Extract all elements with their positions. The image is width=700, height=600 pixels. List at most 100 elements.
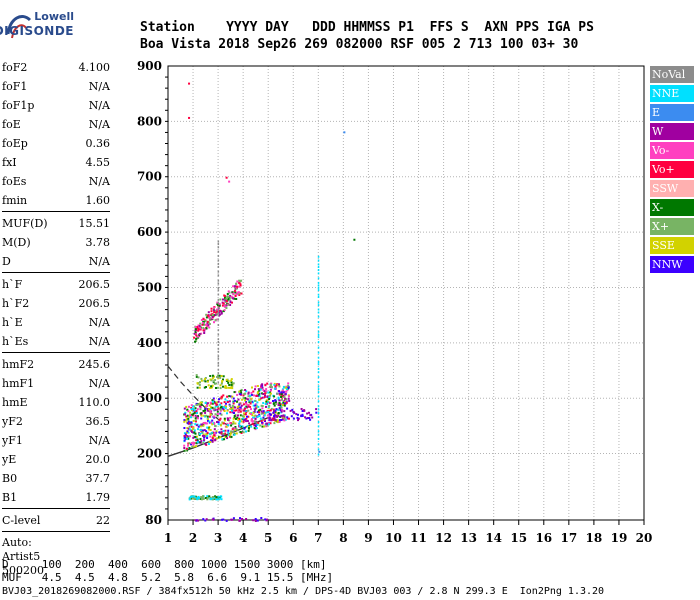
y-tick-label: 900 (137, 59, 162, 73)
echo-point (222, 408, 225, 411)
echo-point (211, 377, 214, 380)
echo-point (192, 441, 195, 444)
echo-point (297, 417, 300, 420)
echo-point (273, 387, 276, 390)
echo-point (309, 418, 312, 421)
echo-point (196, 382, 199, 385)
footer-muf-row: MUF 4.5 4.5 4.8 5.2 5.8 6.6 9.1 15.5 [MH… (2, 571, 334, 584)
x-tick-label: 19 (611, 531, 628, 545)
echo-point (195, 410, 198, 413)
echo-point (227, 418, 229, 421)
echo-point (283, 410, 286, 413)
echo-point (264, 392, 266, 395)
echo-point (254, 518, 257, 520)
echo-point (183, 436, 186, 439)
echo-point (260, 517, 263, 519)
echo-point (231, 409, 233, 412)
echo-point (300, 408, 303, 410)
echo-point (227, 381, 230, 384)
echo-point (244, 410, 247, 413)
echo-point (282, 416, 285, 419)
echo-point (259, 424, 262, 427)
echo-point (200, 440, 203, 443)
echo-point (286, 417, 289, 420)
echo-point (185, 447, 188, 450)
echo-point (212, 399, 215, 401)
echo-point (227, 386, 230, 389)
echo-point (283, 395, 286, 398)
echo-point (234, 428, 236, 431)
param-label: yF2 (2, 415, 23, 428)
echo-point (244, 389, 247, 391)
echo-point (218, 374, 221, 377)
echo-point (248, 412, 251, 415)
spike-point (217, 381, 220, 384)
param-label: hmE (2, 396, 28, 409)
echo-point (215, 402, 218, 405)
echo-point (253, 420, 256, 423)
spike-point (217, 259, 220, 262)
echo-point (277, 414, 280, 417)
echo-point (208, 426, 211, 428)
echo-point (214, 379, 217, 381)
echo-point (216, 303, 219, 306)
echo-point (192, 436, 195, 439)
echo-point (255, 427, 258, 430)
echo-point (219, 497, 221, 500)
echo-point (255, 404, 258, 407)
echo-point (252, 519, 255, 522)
param-value: 3.78 (85, 236, 111, 249)
x-tick-label: 6 (289, 531, 297, 545)
spike-point (217, 270, 220, 273)
echo-point (214, 439, 217, 442)
echo-point (272, 408, 275, 411)
spike-point (217, 274, 220, 277)
echo-point (245, 390, 248, 393)
param-value: 1.79 (85, 491, 111, 504)
echo-point (246, 420, 249, 422)
echo-point (279, 404, 281, 407)
param-row: fmin 1.60 (2, 191, 110, 210)
echo-point (204, 443, 207, 446)
echo-point (188, 425, 191, 428)
echo-point (193, 429, 196, 432)
echo-point (238, 282, 241, 285)
echo-point (217, 498, 219, 501)
echo-point (199, 381, 201, 384)
echo-point (257, 421, 260, 424)
echo-point (269, 391, 271, 394)
spike-point (217, 372, 220, 375)
echo-point (188, 405, 190, 408)
echo-point (265, 405, 267, 408)
spike-point (217, 355, 220, 358)
echo-point (264, 403, 267, 405)
echo-point (207, 443, 210, 445)
echo-point (187, 418, 190, 421)
echo-point (206, 418, 209, 421)
echo-point (241, 398, 244, 401)
echo-point (226, 395, 229, 398)
param-label: h`E (2, 316, 23, 329)
echo-point (204, 409, 206, 412)
echo-point (213, 428, 216, 431)
echo-point (187, 410, 190, 413)
echo-point (233, 391, 236, 394)
echo-point (197, 335, 199, 338)
param-separator (2, 211, 110, 212)
echo-point (229, 422, 232, 425)
spike-point (317, 391, 320, 394)
echo-point (246, 398, 249, 401)
spike-point (317, 296, 320, 298)
echo-point (250, 425, 253, 428)
echo-point (278, 393, 281, 396)
echo-point (202, 409, 205, 412)
echo-point (226, 300, 228, 303)
echo-point (186, 437, 189, 440)
echo-point (202, 424, 205, 427)
echo-point (274, 403, 277, 405)
spike-point (317, 367, 320, 370)
echo-point (233, 410, 235, 413)
echo-point (185, 405, 188, 408)
echo-point (230, 381, 233, 384)
digisonde-logo: Lowell DIGISONDE (0, 8, 78, 42)
